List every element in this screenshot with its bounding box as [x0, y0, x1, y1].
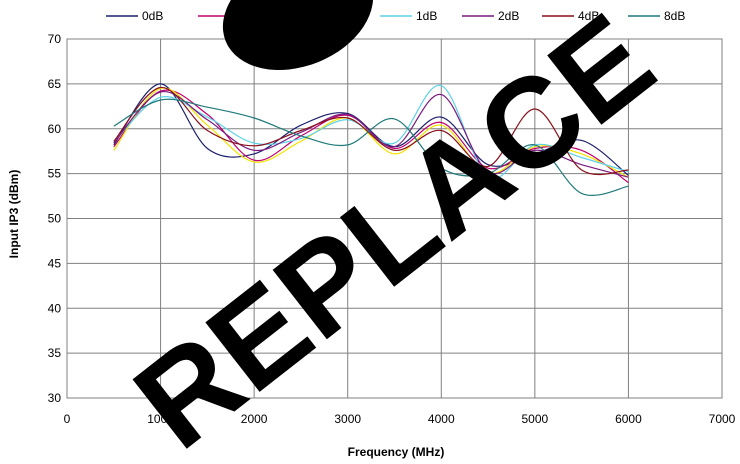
x-tick-label: 0 [64, 412, 71, 426]
y-axis-label: Input IP3 (dBm) [7, 170, 21, 259]
watermark-letter-o [222, 0, 374, 70]
y-tick-label: 40 [48, 301, 62, 315]
series-line-0-5db [113, 87, 629, 178]
series-line-0db [113, 83, 629, 176]
series-line-4db [113, 86, 629, 176]
x-axis-label: Frequency (MHz) [348, 445, 445, 459]
legend-label: 4dB [578, 9, 599, 23]
axis-ticks: 0 1000 2000 3000 4000 5000 6000 7000 30 35 40 45 50 5… [48, 32, 736, 426]
x-tick-label: 5000 [522, 412, 549, 426]
y-tick-label: 50 [48, 212, 62, 226]
x-tick-label: 2000 [241, 412, 268, 426]
y-tick-label: 55 [48, 167, 62, 181]
x-tick-label: 6000 [615, 412, 642, 426]
x-tick-label: 3000 [334, 412, 361, 426]
series-layer [113, 83, 629, 196]
y-tick-label: 30 [48, 391, 62, 405]
y-tick-label: 70 [48, 32, 62, 46]
x-tick-label: 1000 [147, 412, 174, 426]
legend-label: 1dB [416, 9, 437, 23]
legend-label: 2dB [498, 9, 519, 23]
series-line-2db [113, 91, 629, 178]
x-tick-label: 4000 [428, 412, 455, 426]
y-tick-label: 60 [48, 122, 62, 136]
y-tick-label: 35 [48, 346, 62, 360]
x-tick-label: 7000 [709, 412, 736, 426]
y-tick-label: 65 [48, 77, 62, 91]
plot-area-frame [66, 38, 723, 399]
legend-label: 0dB [142, 9, 163, 23]
y-tick-label: 45 [48, 256, 62, 270]
series-line-8db [113, 98, 629, 196]
legend-label: 8dB [664, 9, 685, 23]
